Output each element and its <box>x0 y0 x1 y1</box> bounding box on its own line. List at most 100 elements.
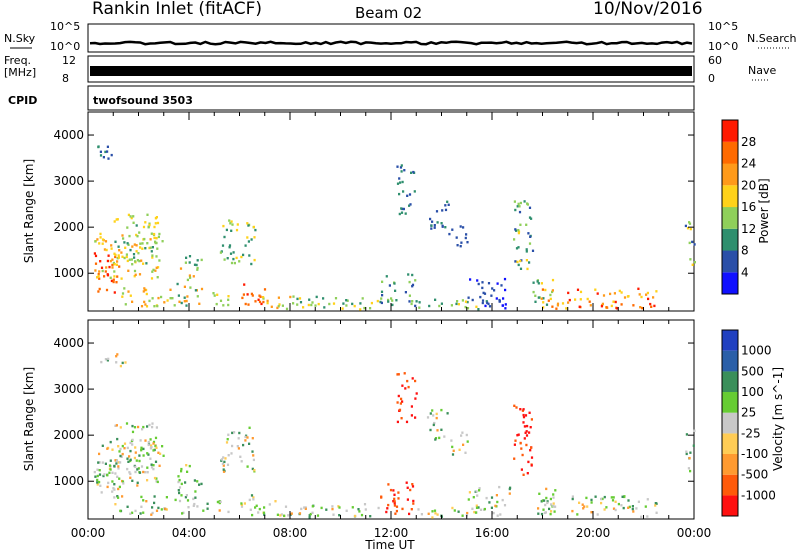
echo-cell <box>113 496 116 499</box>
echo-cell <box>517 231 520 235</box>
echo-cell <box>405 481 408 484</box>
echo-cell <box>113 483 116 486</box>
echo-cell <box>508 487 511 491</box>
echo-cell <box>99 236 102 239</box>
echo-cell <box>127 460 130 463</box>
echo-cell <box>140 449 143 452</box>
y-tick-label: 4000 <box>53 336 84 350</box>
echo-cell <box>140 495 143 499</box>
echo-cell <box>498 300 501 303</box>
echo-cell <box>689 258 692 261</box>
echo-cell <box>412 170 415 174</box>
echo-cell <box>109 440 112 444</box>
echo-cell <box>475 305 478 308</box>
echo-cell <box>537 282 540 285</box>
echo-cell <box>165 496 168 499</box>
echo-cell <box>435 210 439 213</box>
echo-cell <box>153 476 157 480</box>
echo-cell <box>111 480 114 483</box>
echo-cell <box>141 247 144 250</box>
echo-cell <box>188 464 191 468</box>
echo-cell <box>97 290 100 293</box>
echo-cell <box>354 514 357 518</box>
echo-cell <box>200 287 204 291</box>
echo-cell <box>620 303 623 306</box>
echo-cell <box>113 465 116 468</box>
echo-cell <box>477 282 480 286</box>
echo-cell <box>583 505 586 508</box>
echo-cell <box>127 269 130 272</box>
echo-cell <box>161 240 164 243</box>
echo-cell <box>117 445 120 448</box>
echo-cell <box>121 255 124 258</box>
echo-cell <box>516 205 519 208</box>
echo-cell <box>459 245 462 248</box>
echo-cell <box>198 302 201 305</box>
echo-cell <box>519 201 522 205</box>
echo-cell <box>242 293 245 296</box>
echo-cell <box>684 224 687 228</box>
echo-cell <box>464 236 467 240</box>
echo-cell <box>549 297 552 301</box>
echo-cell <box>266 299 269 303</box>
echo-cell <box>144 303 147 306</box>
freq-band <box>90 66 692 76</box>
echo-cell <box>196 266 199 270</box>
echo-cell <box>140 305 144 308</box>
echo-cell <box>244 435 247 439</box>
echo-cell <box>279 514 282 517</box>
echo-cell <box>451 228 454 231</box>
echo-cell <box>387 483 390 486</box>
echo-cell <box>688 221 691 224</box>
echo-cell <box>385 275 388 278</box>
echo-cell <box>159 452 162 455</box>
echo-cell <box>222 224 225 228</box>
echo-cell <box>296 297 299 301</box>
echo-cell <box>98 270 101 273</box>
colorbar-segment <box>722 228 738 251</box>
echo-cell <box>385 510 388 514</box>
echo-cell <box>236 223 239 226</box>
echo-cell <box>530 446 533 449</box>
echo-cell <box>228 246 231 249</box>
colorbar-segment <box>722 495 738 516</box>
echo-cell <box>156 304 159 308</box>
echo-cell <box>125 253 128 256</box>
echo-cell <box>440 408 443 412</box>
echo-cell <box>113 291 116 294</box>
echo-cell <box>111 263 114 267</box>
echo-cell <box>397 394 400 398</box>
echo-cell <box>116 353 119 356</box>
echo-cell <box>410 302 413 306</box>
echo-cell <box>523 200 526 203</box>
echo-cell <box>227 298 230 301</box>
echo-cell <box>151 511 154 515</box>
echo-cell <box>496 282 499 285</box>
echo-cell <box>100 360 103 364</box>
echo-cell <box>179 267 183 270</box>
echo-cell <box>242 253 245 257</box>
echo-cell <box>396 420 399 424</box>
echo-cell <box>178 300 181 303</box>
echo-cell <box>200 258 203 262</box>
echo-cell <box>165 508 168 511</box>
echo-cell <box>546 500 549 503</box>
echo-cell <box>687 467 690 470</box>
echo-cell <box>317 302 320 306</box>
echo-cell <box>146 452 149 455</box>
echo-cell <box>515 247 519 250</box>
echo-cell <box>403 372 406 375</box>
velocity-cells <box>93 353 696 519</box>
echo-cell <box>550 510 553 513</box>
echo-cell <box>623 296 627 299</box>
echo-cell <box>126 457 129 460</box>
echo-cell <box>482 291 485 295</box>
echo-cell <box>415 300 418 303</box>
echo-cell <box>407 273 410 276</box>
echo-cell <box>517 230 521 233</box>
echo-cell <box>360 513 364 517</box>
echo-cell <box>545 487 548 491</box>
echo-cell <box>238 431 241 435</box>
echo-cell <box>464 300 468 303</box>
echo-cell <box>302 306 305 309</box>
